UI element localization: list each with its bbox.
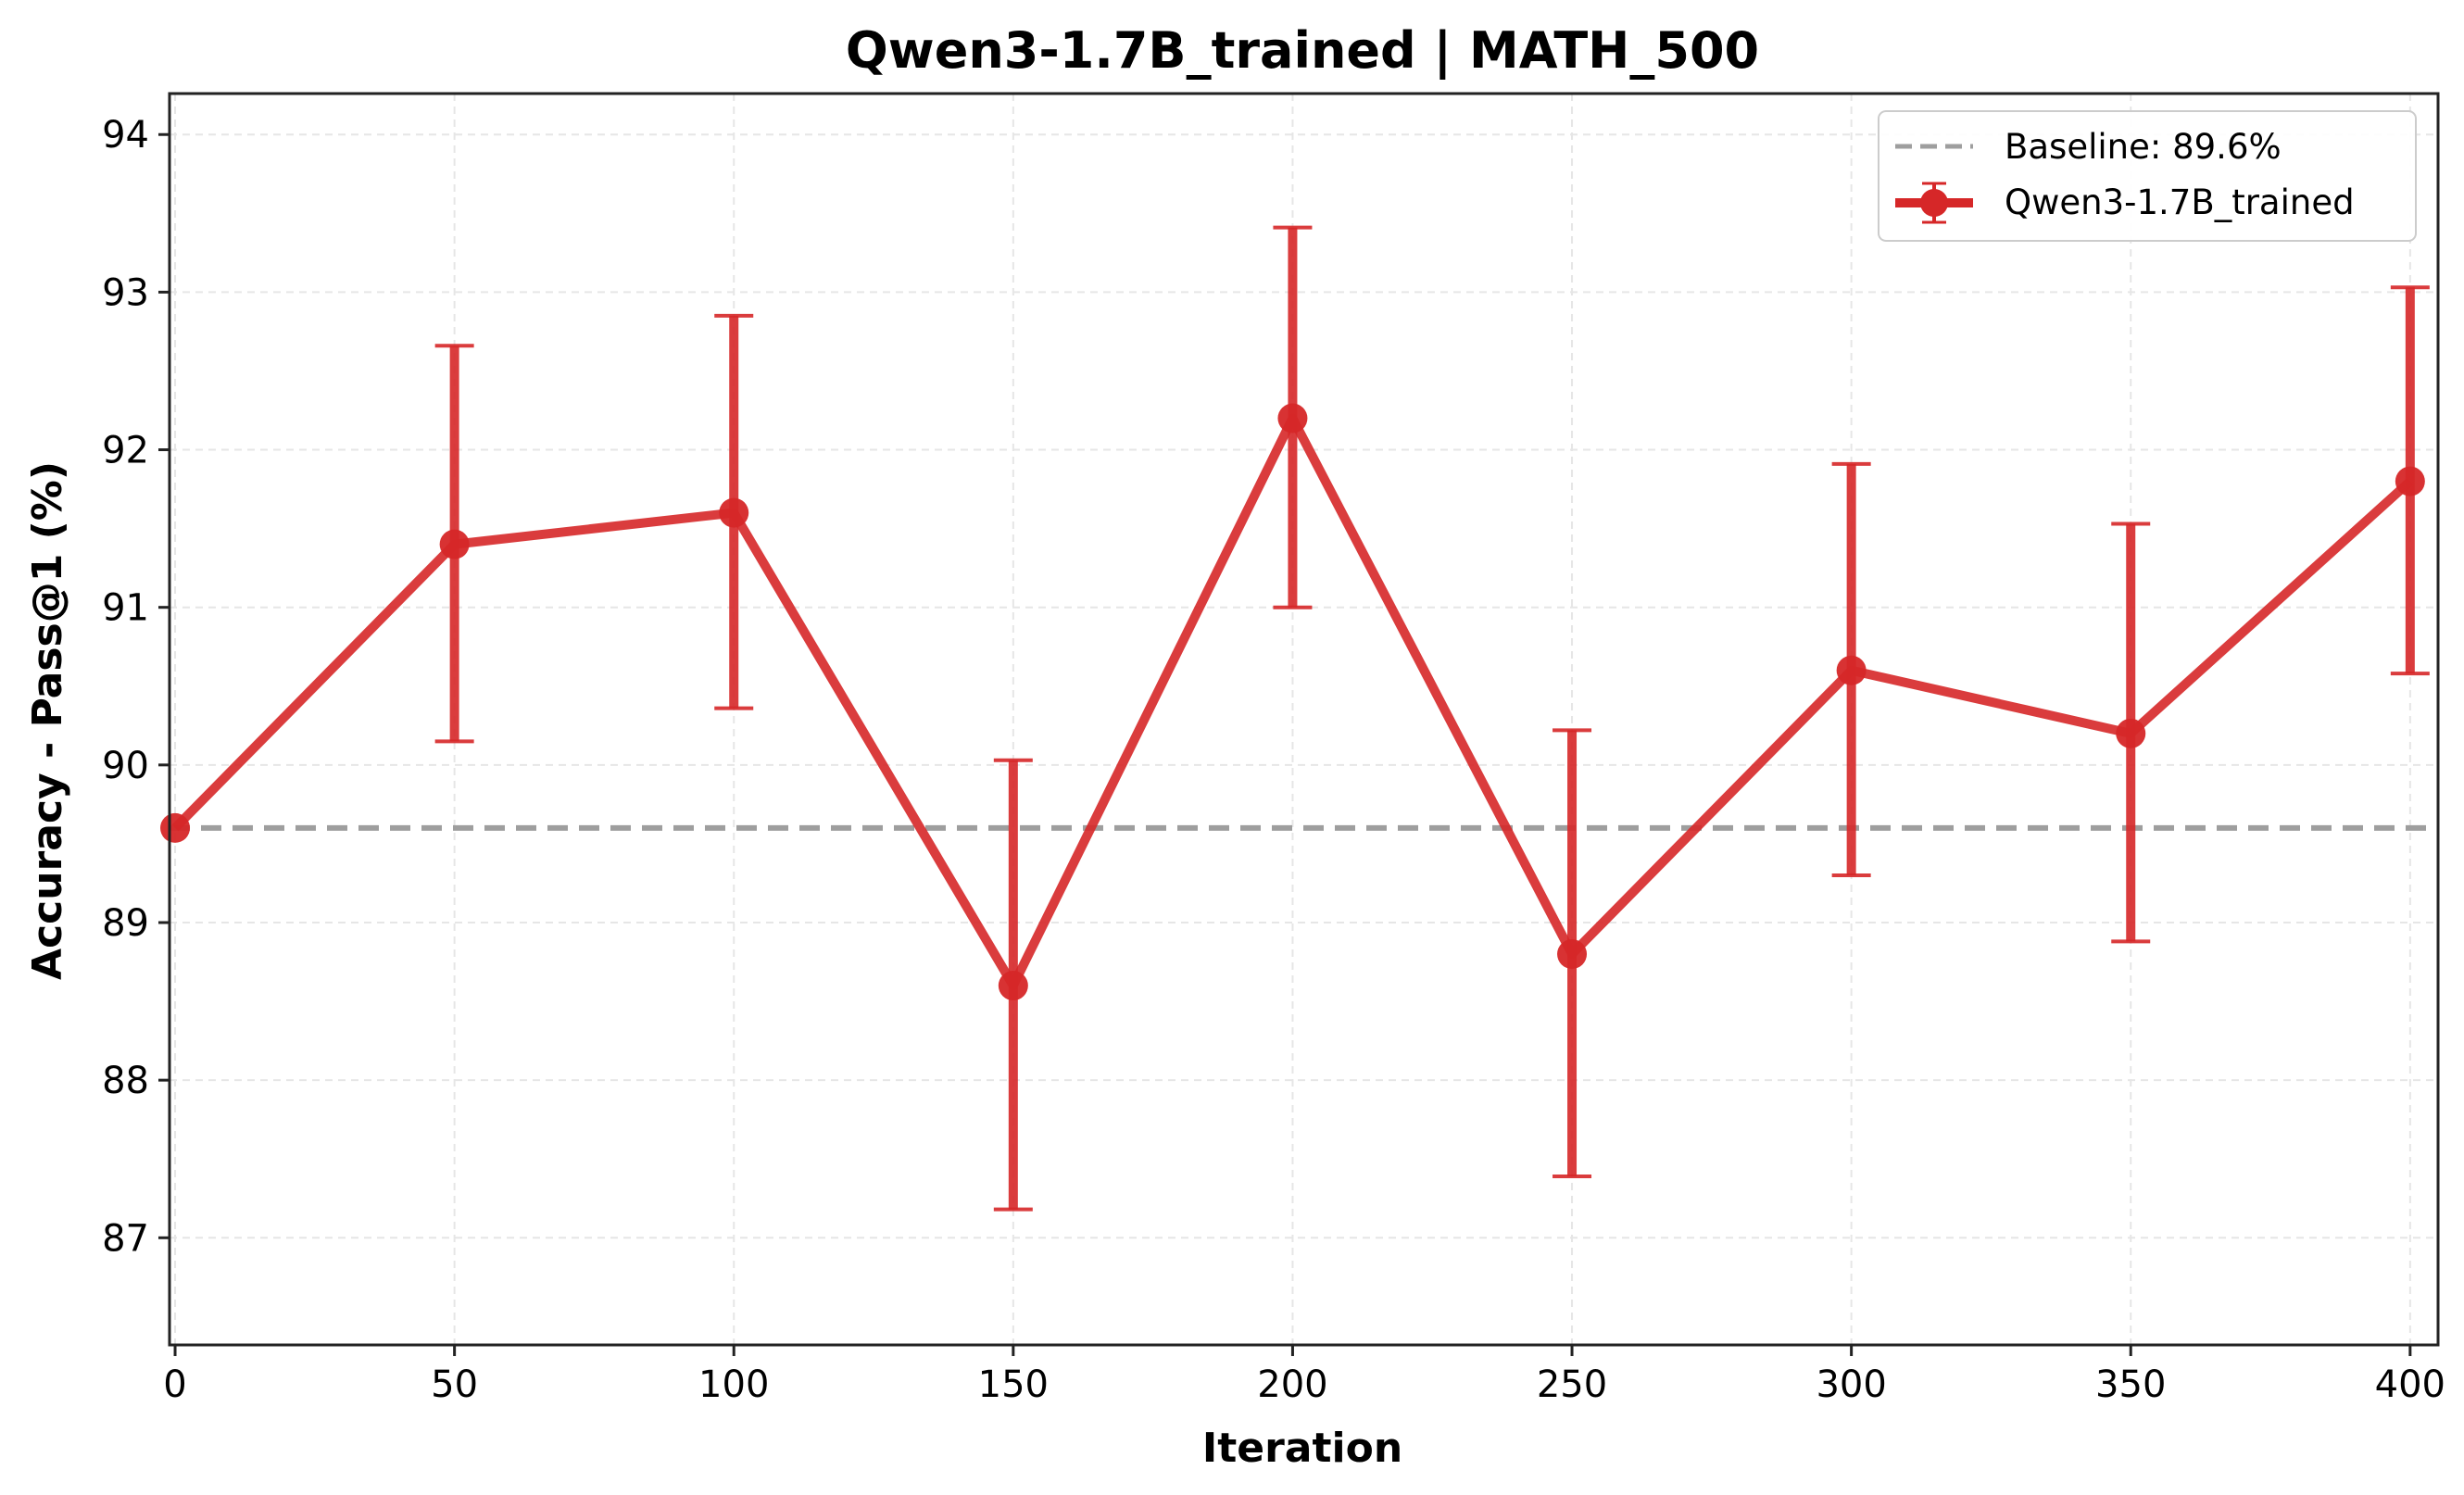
x-tick-label: 150 xyxy=(978,1363,1049,1406)
x-tick-label: 350 xyxy=(2095,1363,2166,1406)
y-tick-label: 94 xyxy=(102,114,149,157)
legend-series-label: Qwen3-1.7B_trained xyxy=(2005,182,2355,222)
point-layer xyxy=(160,403,2425,1001)
legend-baseline-label: Baseline: 89.6% xyxy=(2005,127,2282,167)
y-tick-label: 87 xyxy=(102,1217,149,1260)
data-point xyxy=(1557,939,1588,970)
x-tick-label: 200 xyxy=(1257,1363,1327,1406)
tick-layer: 0 50 100 150 200 250 300 350 400 87 88 89 90 91 92 93 94 xyxy=(102,114,2445,1406)
y-tick-label: 91 xyxy=(102,587,149,630)
x-tick-label: 300 xyxy=(1816,1363,1886,1406)
x-tick-label: 250 xyxy=(1537,1363,1607,1406)
legend-series-swatch xyxy=(1895,182,1973,224)
data-point xyxy=(160,812,191,843)
y-tick-label: 88 xyxy=(102,1060,149,1102)
data-point xyxy=(2116,718,2146,748)
y-axis-label: Accuracy - Pass@1 (%) xyxy=(24,461,71,980)
y-tick-label: 90 xyxy=(102,745,149,787)
data-point xyxy=(2395,466,2425,496)
y-tick-label: 89 xyxy=(102,902,149,945)
x-tick-label: 400 xyxy=(2375,1363,2445,1406)
data-point xyxy=(439,529,470,559)
chart-title: Qwen3-1.7B_trained | MATH_500 xyxy=(846,21,1759,80)
x-tick-label: 100 xyxy=(698,1363,769,1406)
x-tick-label: 50 xyxy=(431,1363,478,1406)
data-point xyxy=(998,971,1028,1001)
legend-box xyxy=(1878,110,2417,242)
data-point xyxy=(1277,403,1308,433)
x-axis-label: Iteration xyxy=(1202,1425,1402,1472)
legend-series-marker xyxy=(1920,189,1948,217)
legend: Baseline: 89.6% Qwen3-1.7B_trained xyxy=(1878,110,2417,242)
y-tick-label: 93 xyxy=(102,271,149,314)
data-point xyxy=(719,497,749,528)
plot-frame xyxy=(168,92,2440,1347)
data-point xyxy=(1836,655,1867,685)
y-tick-label: 92 xyxy=(102,430,149,472)
x-tick-label: 0 xyxy=(163,1363,186,1406)
